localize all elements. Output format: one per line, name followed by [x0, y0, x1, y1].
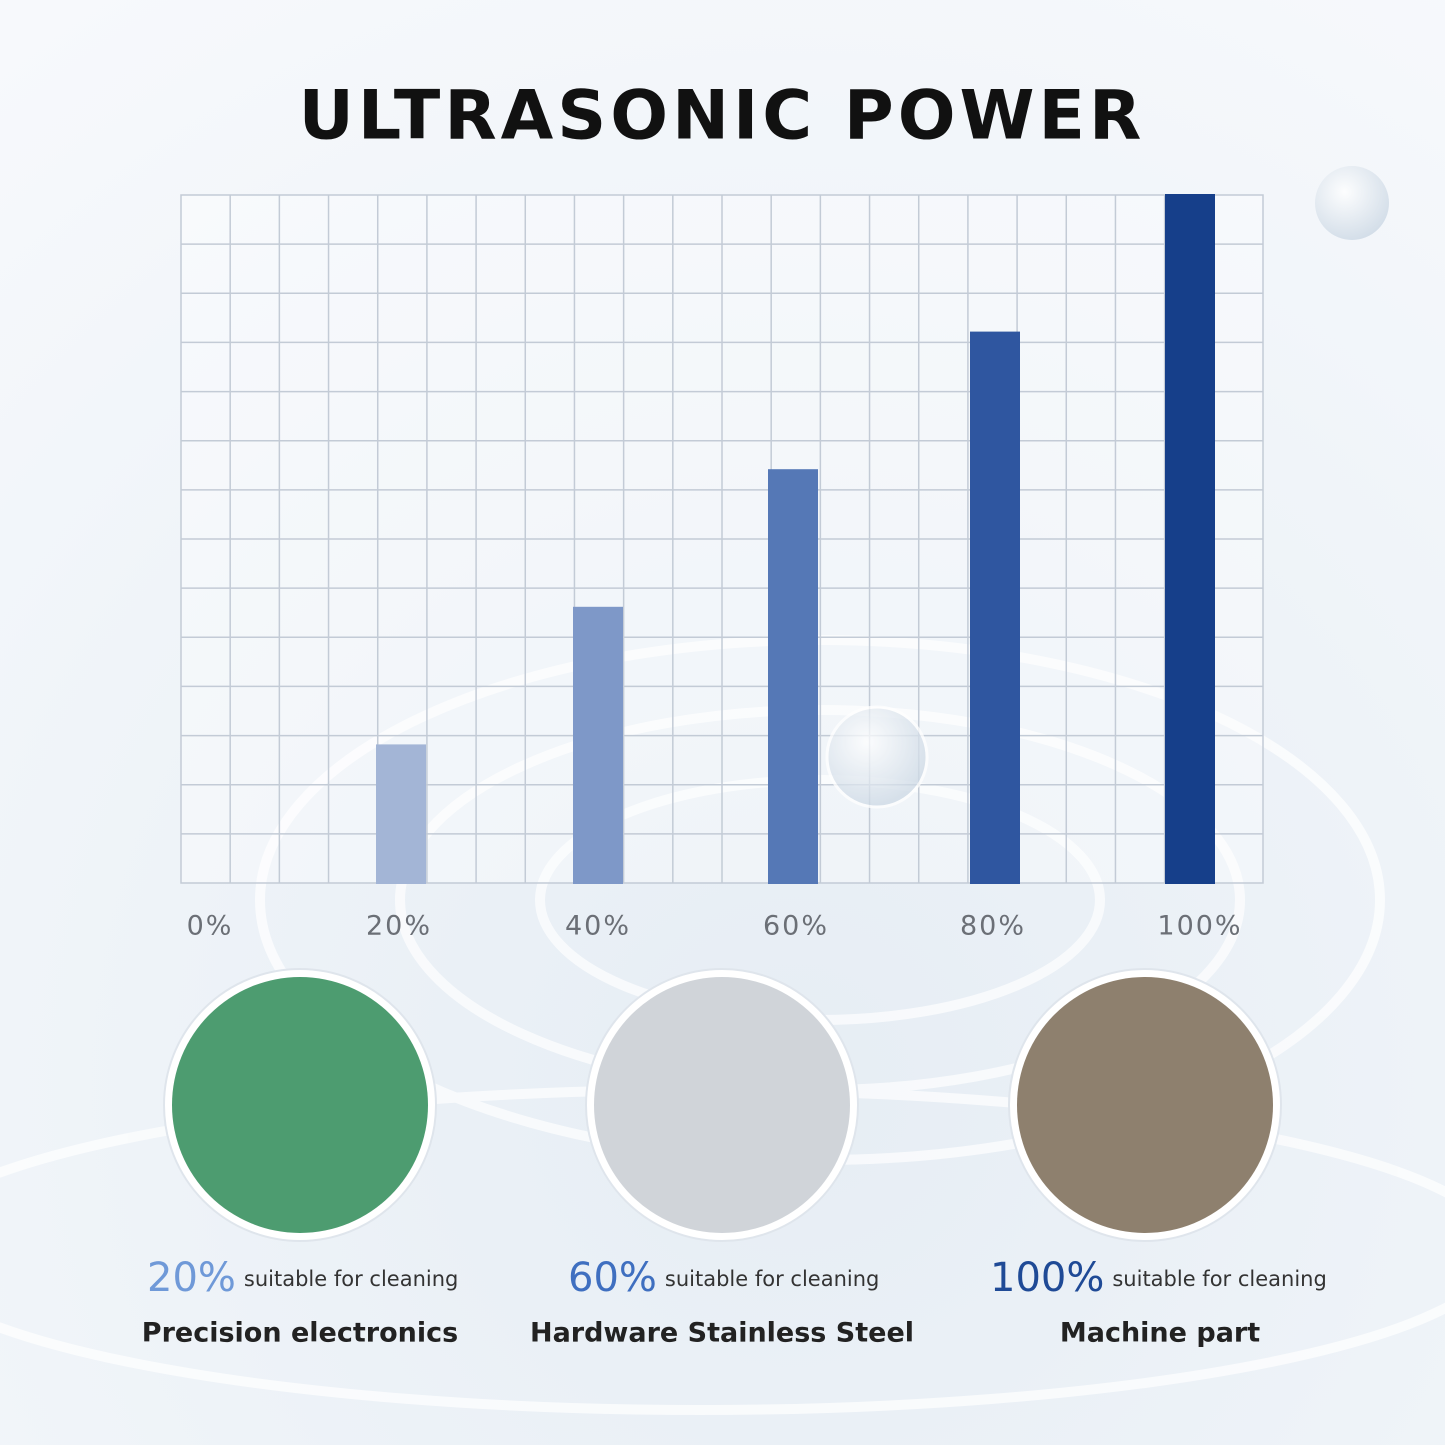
x-tick-label: 40% [565, 911, 631, 942]
card-image [172, 977, 428, 1233]
card-caption: 100% suitable for cleaning [990, 1255, 1327, 1301]
x-tick-label: 20% [366, 911, 432, 942]
card-percent: 60% [568, 1255, 657, 1301]
card-image [1017, 977, 1273, 1233]
card-note: suitable for cleaning [244, 1267, 458, 1291]
bar [573, 606, 623, 884]
bar [970, 331, 1020, 885]
grid [180, 194, 1264, 884]
card-percent: 20% [147, 1255, 236, 1301]
card-note: suitable for cleaning [1112, 1267, 1326, 1291]
card-note: suitable for cleaning [665, 1267, 879, 1291]
cards: 20% suitable for cleaning Precision electr… [142, 968, 1327, 1349]
card-percent: 100% [990, 1255, 1104, 1301]
x-tick-label: 60% [763, 911, 829, 942]
card-caption: 60% suitable for cleaning [568, 1255, 879, 1301]
bar [768, 469, 818, 884]
chart-title: ULTRASONIC POWER [299, 77, 1146, 156]
x-tick-label: 80% [960, 911, 1026, 942]
droplet [825, 705, 929, 809]
bar [1165, 194, 1215, 884]
card-image [594, 977, 850, 1233]
bar [376, 744, 426, 885]
card-caption: 20% suitable for cleaning [147, 1255, 458, 1301]
x-tick-label: 100% [1157, 911, 1242, 942]
card-label: Machine part [1060, 1318, 1260, 1349]
card-label: Precision electronics [142, 1318, 458, 1349]
plot: 0% 20% 40% 60% 80% 100% [187, 194, 1242, 942]
droplet [1315, 166, 1389, 240]
x-tick-label: 0% [187, 911, 234, 942]
card-label: Hardware Stainless Steel [530, 1318, 914, 1349]
